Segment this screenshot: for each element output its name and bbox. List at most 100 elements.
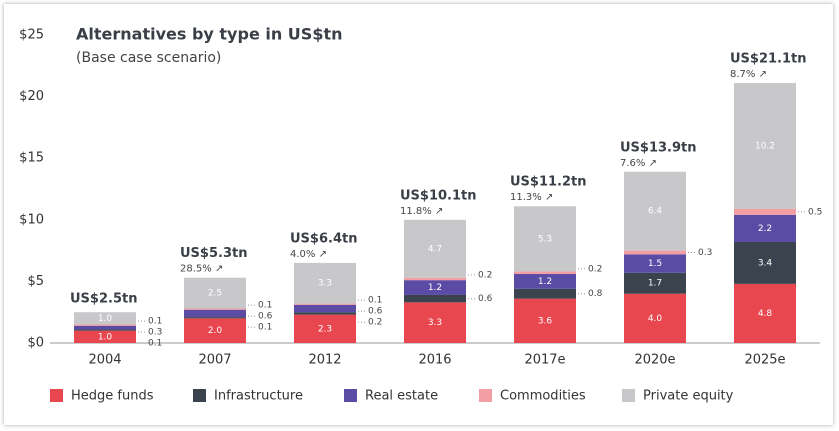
- bar-segment: [294, 314, 356, 343]
- x-tick-label: 2012: [308, 353, 341, 368]
- value-label: 3.4: [758, 258, 773, 268]
- bar-segment: [734, 208, 796, 215]
- bar-segment: [624, 171, 686, 251]
- value-label: 0.3: [148, 328, 162, 338]
- bar-segment: [404, 294, 466, 303]
- value-label: 2.3: [318, 324, 332, 334]
- value-label: 2.2: [758, 224, 772, 234]
- legend-swatch: [622, 389, 635, 402]
- bar-segment: [74, 312, 136, 325]
- value-label: 4.8: [758, 309, 773, 319]
- x-tick-label: 2004: [88, 353, 121, 368]
- legend-swatch: [479, 389, 492, 402]
- growth-label: 7.6% ↗: [620, 158, 657, 169]
- value-label: 1.7: [648, 279, 662, 289]
- bar-segment: [624, 272, 686, 294]
- value-label: 6.4: [648, 207, 663, 217]
- bar-segment: [184, 277, 246, 309]
- bar-segment: [294, 303, 356, 305]
- value-label: 0.2: [478, 270, 492, 280]
- bar-segment: [514, 288, 576, 299]
- chart-title: Alternatives by type in US$tn: [76, 25, 343, 44]
- value-label: 0.6: [478, 294, 493, 304]
- chart-subtitle: (Base case scenario): [76, 50, 221, 66]
- bar-segment: [294, 262, 356, 304]
- value-label: 3.6: [538, 316, 553, 326]
- value-label: 0.1: [368, 296, 382, 306]
- bar-segment: [734, 283, 796, 343]
- bar-segment: [624, 250, 686, 255]
- legend-label: Infrastructure: [214, 389, 303, 404]
- value-label: 0.1: [148, 339, 162, 349]
- growth-label: 4.0% ↗: [290, 249, 327, 260]
- legend-swatch: [193, 389, 206, 402]
- y-tick-label: $5: [27, 274, 44, 289]
- value-label: 2.0: [208, 326, 223, 336]
- total-label: US$6.4tn: [290, 231, 357, 246]
- y-tick-label: $15: [19, 151, 44, 166]
- total-label: US$21.1tn: [730, 52, 807, 67]
- value-label: 1.2: [428, 283, 442, 293]
- bar-segment: [734, 214, 796, 242]
- bar-segment: [734, 83, 796, 209]
- value-label: 0.1: [258, 323, 272, 333]
- x-tick-label: 2007: [198, 353, 231, 368]
- x-tick-label: 2017e: [524, 353, 565, 368]
- bar-segment: [184, 308, 246, 310]
- value-label: 4.7: [428, 244, 442, 254]
- value-label: 1.2: [538, 277, 552, 287]
- bar-segment: [624, 254, 686, 273]
- value-label: 1.0: [98, 314, 113, 324]
- value-label: 0.2: [368, 318, 382, 328]
- legend-label: Commodities: [500, 389, 586, 404]
- legend-swatch: [344, 389, 357, 402]
- value-label: 10.2: [755, 141, 775, 151]
- value-label: 5.3: [538, 234, 552, 244]
- legend-label: Real estate: [365, 389, 438, 404]
- bar-segment: [734, 241, 796, 284]
- bar-segment: [74, 324, 136, 326]
- bar-segment: [74, 325, 136, 330]
- value-label: 3.3: [318, 279, 332, 289]
- bar-segment: [74, 330, 136, 343]
- total-label: US$5.3tn: [180, 246, 247, 261]
- value-label: 2.5: [208, 289, 222, 299]
- value-label: 4.0: [648, 314, 663, 324]
- value-label: 0.6: [368, 307, 383, 317]
- growth-label: 8.7% ↗: [730, 69, 767, 80]
- bar-segment: [514, 274, 576, 289]
- bar-segment: [514, 206, 576, 272]
- y-tick-label: $25: [19, 28, 44, 43]
- growth-label: 11.3% ↗: [510, 192, 553, 203]
- total-label: US$2.5tn: [70, 292, 137, 307]
- value-label: 1.5: [648, 259, 662, 269]
- bar-segment: [514, 271, 576, 275]
- card: [4, 4, 833, 425]
- legend-label: Private equity: [643, 389, 734, 404]
- total-label: US$11.2tn: [510, 175, 587, 190]
- growth-label: 28.5% ↗: [180, 264, 223, 275]
- bar-segment: [294, 312, 356, 315]
- y-tick-label: $10: [19, 212, 44, 227]
- value-label: 3.3: [428, 318, 442, 328]
- y-tick-label: $20: [19, 89, 44, 104]
- x-tick-label: 2016: [418, 353, 451, 368]
- bar-segment: [184, 309, 246, 318]
- value-label: 0.8: [588, 289, 603, 299]
- total-label: US$10.1tn: [400, 188, 477, 203]
- bar-segment: [404, 277, 466, 281]
- bar-segment: [184, 317, 246, 319]
- value-label: 1.0: [98, 332, 113, 342]
- x-tick-label: 2025e: [744, 353, 785, 368]
- value-label: 0.1: [148, 317, 162, 327]
- value-label: 0.5: [808, 207, 822, 217]
- bar-segment: [404, 280, 466, 295]
- bar-segment: [404, 302, 466, 343]
- bar-segment: [514, 298, 576, 343]
- total-label: US$13.9tn: [620, 140, 697, 155]
- bar-segment: [404, 219, 466, 278]
- value-label: 0.3: [698, 248, 712, 258]
- x-tick-label: 2020e: [634, 353, 675, 368]
- bar-segment: [184, 318, 246, 343]
